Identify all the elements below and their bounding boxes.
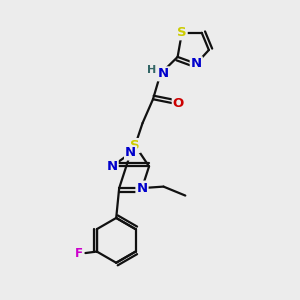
Text: F: F (75, 247, 83, 260)
Text: H: H (148, 65, 157, 75)
Text: O: O (173, 97, 184, 110)
Text: S: S (177, 26, 187, 39)
Text: N: N (125, 146, 136, 160)
Text: N: N (191, 57, 202, 70)
Text: N: N (106, 160, 118, 173)
Text: N: N (158, 68, 169, 80)
Text: S: S (130, 139, 140, 152)
Text: N: N (136, 182, 148, 195)
